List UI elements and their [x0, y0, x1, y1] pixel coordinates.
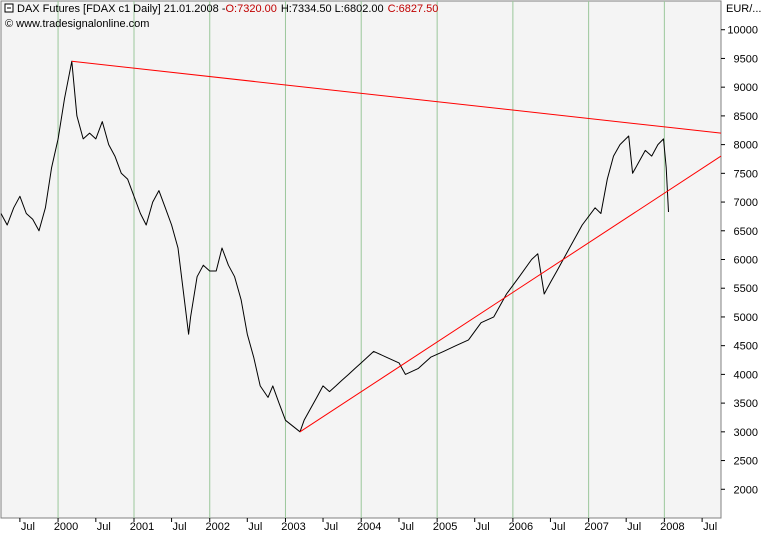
x-tick-label: Jul — [551, 521, 565, 533]
y-tick-label: 3500 — [734, 398, 758, 410]
x-tick-label: Jul — [21, 521, 35, 533]
y-tick-label: 7000 — [734, 197, 758, 209]
x-tick-label: 2005 — [433, 521, 457, 533]
x-tick-label: Jul — [400, 521, 414, 533]
y-axis: EUR/... 10000 9500 9000 8500 8000 7500 7000 650… — [721, 3, 761, 496]
series-layer — [0, 60, 722, 433]
y-tick-label: 8000 — [734, 140, 758, 152]
x-tick-label: Jul — [248, 521, 262, 533]
instrument-label: DAX Futures [FDAX c1 Daily] 21.01.2008 - — [17, 3, 226, 15]
x-axis: Jul 2000 Jul 2001 Jul 2002 Jul 2003 Jul 2004 Jul 20… — [19, 518, 717, 533]
open-label: O:7320.00 — [225, 3, 276, 15]
x-tick-label: Jul — [324, 521, 338, 533]
high-low-label: H:7334.50 L:6802.00 — [281, 3, 384, 15]
y-tick-label: 4500 — [734, 341, 758, 353]
x-tick-label: Jul — [703, 521, 717, 533]
y-tick-label: 2500 — [734, 456, 758, 468]
x-tick-label: 2000 — [54, 521, 78, 533]
y-tick-label: 8500 — [734, 111, 758, 123]
x-tick-label: Jul — [627, 521, 641, 533]
x-tick-label: 2002 — [205, 521, 229, 533]
x-tick-label: 2004 — [357, 521, 381, 533]
y-tick-label: 5000 — [734, 312, 758, 324]
source-label: © www.tradesignalonline.com — [5, 18, 149, 30]
y-tick-label: 3000 — [734, 427, 758, 439]
trendline-1 — [71, 60, 722, 134]
header-line: DAX Futures [FDAX c1 Daily] 21.01.2008 -… — [17, 3, 438, 15]
close-label: C:6827.50 — [388, 3, 439, 15]
y-tick-label: 4000 — [734, 369, 758, 381]
y-tick-label: 9500 — [734, 53, 758, 65]
x-tick-label: 2001 — [130, 521, 154, 533]
y-tick-label: 6500 — [734, 226, 758, 238]
x-tick-label: Jul — [476, 521, 490, 533]
price-line — [0, 60, 669, 433]
header: DAX Futures [FDAX c1 Daily] 21.01.2008 -… — [4, 3, 438, 30]
x-tick-label: Jul — [173, 521, 187, 533]
x-tick-label: 2003 — [281, 521, 305, 533]
y-tick-label: 2000 — [734, 484, 758, 496]
y-axis-unit-label: EUR/... — [726, 3, 761, 15]
y-tick-label: 9000 — [734, 82, 758, 94]
x-tick-label: 2007 — [584, 521, 608, 533]
y-tick-label: 5500 — [734, 283, 758, 295]
x-tick-label: Jul — [97, 521, 111, 533]
x-tick-label: 2006 — [509, 521, 533, 533]
y-tick-label: 10000 — [727, 25, 758, 37]
y-tick-label: 7500 — [734, 168, 758, 180]
x-tick-label: 2008 — [660, 521, 684, 533]
grid — [57, 1, 665, 518]
trendline-2 — [299, 155, 722, 433]
y-tick-label: 6000 — [734, 255, 758, 267]
